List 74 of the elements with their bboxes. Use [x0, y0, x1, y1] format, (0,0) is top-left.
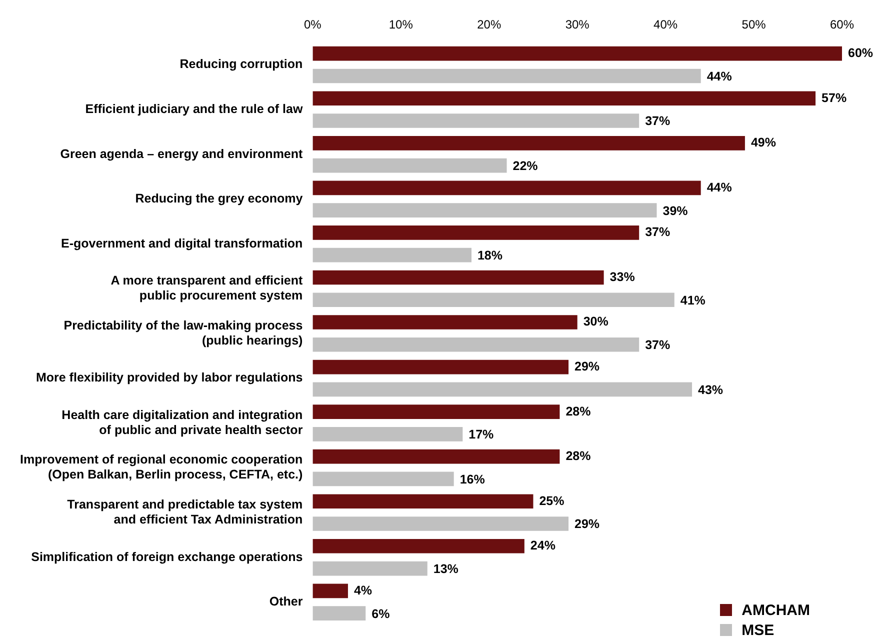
data-label: 24% — [530, 538, 556, 553]
bar — [312, 584, 348, 598]
data-label: 13% — [433, 562, 458, 576]
y-tick-label: E-government and digital transformation — [60, 236, 303, 250]
bar — [312, 382, 692, 397]
bar — [312, 270, 604, 285]
data-label: 37% — [645, 114, 670, 128]
bar — [312, 68, 701, 84]
bar — [312, 292, 674, 308]
data-label: 4% — [354, 583, 372, 598]
data-label: 17% — [468, 428, 494, 442]
x-tick-label: 10% — [388, 18, 414, 32]
y-tick-label: Green agenda – energy and environment — [60, 146, 304, 161]
data-label: 30% — [583, 314, 608, 329]
bar — [312, 427, 463, 442]
data-label: 16% — [460, 472, 485, 486]
x-tick-label: 40% — [654, 18, 678, 32]
y-tick-label: Simplification of foreign exchange operations — [31, 550, 303, 564]
x-tick-label: 20% — [477, 18, 502, 32]
data-label: 33% — [610, 270, 635, 284]
y-tick-label: Reducing the grey economy — [135, 192, 303, 206]
data-label: 22% — [512, 158, 538, 173]
data-label: 28% — [566, 449, 591, 464]
bar — [312, 203, 657, 218]
bar — [312, 449, 560, 464]
data-label: 44% — [706, 180, 732, 194]
y-tick-label: Improvement of regional economic cooperation (Open Balkan, Berlin process, CEFTA, etc.) — [20, 452, 303, 482]
bar — [312, 404, 560, 419]
bar — [312, 606, 366, 620]
data-label: 37% — [645, 225, 670, 240]
bar — [312, 494, 534, 509]
bar — [312, 472, 454, 486]
bar — [312, 91, 816, 106]
y-tick-label: More flexibility provided by labor regulations — [36, 370, 303, 385]
y-tick-label: Other — [269, 594, 303, 609]
bar — [312, 226, 640, 240]
bar — [312, 337, 640, 352]
data-label: 18% — [477, 248, 503, 263]
data-label: 57% — [822, 90, 847, 105]
bar — [312, 114, 640, 128]
x-tick-label: 50% — [742, 18, 766, 32]
bar — [312, 136, 745, 150]
x-tick-label: 30% — [565, 18, 590, 32]
y-tick-label: Reducing corruption — [180, 57, 303, 72]
bar — [312, 516, 569, 531]
bar — [312, 248, 472, 262]
bar — [312, 315, 578, 330]
data-label: 29% — [574, 517, 600, 532]
legend-label: MSE — [742, 622, 774, 638]
bar — [312, 561, 428, 576]
legend-label: AMCHAM — [742, 602, 810, 618]
data-label: 43% — [698, 382, 724, 397]
x-tick-label: 60% — [830, 18, 854, 32]
data-label: 25% — [539, 494, 564, 508]
bar — [312, 46, 842, 61]
bar — [312, 158, 507, 173]
data-label: 37% — [645, 338, 670, 352]
data-label: 6% — [372, 606, 390, 621]
data-label: 28% — [566, 404, 591, 418]
bar — [312, 360, 569, 374]
bar — [312, 538, 524, 554]
y-tick-label: Health care digitalization and integration of public and private health sector — [62, 408, 303, 437]
y-tick-label: A more transparent and efficient public procurement system — [110, 274, 304, 303]
y-tick-label: Efficient judiciary and the rule of law — [85, 102, 303, 116]
y-tick-label: Transparent and predictable tax system and efficient Tax Administration — [67, 498, 303, 527]
data-label: 49% — [750, 136, 776, 150]
x-tick-label: 0% — [304, 18, 322, 32]
data-label: 41% — [680, 293, 706, 308]
data-label: 44% — [706, 69, 732, 84]
data-label: 29% — [574, 359, 600, 374]
bar — [312, 180, 701, 196]
data-label: 60% — [848, 46, 874, 60]
data-label: 39% — [662, 204, 688, 218]
y-tick-label: Predictability of the law-making process (public hearings) — [64, 318, 303, 348]
